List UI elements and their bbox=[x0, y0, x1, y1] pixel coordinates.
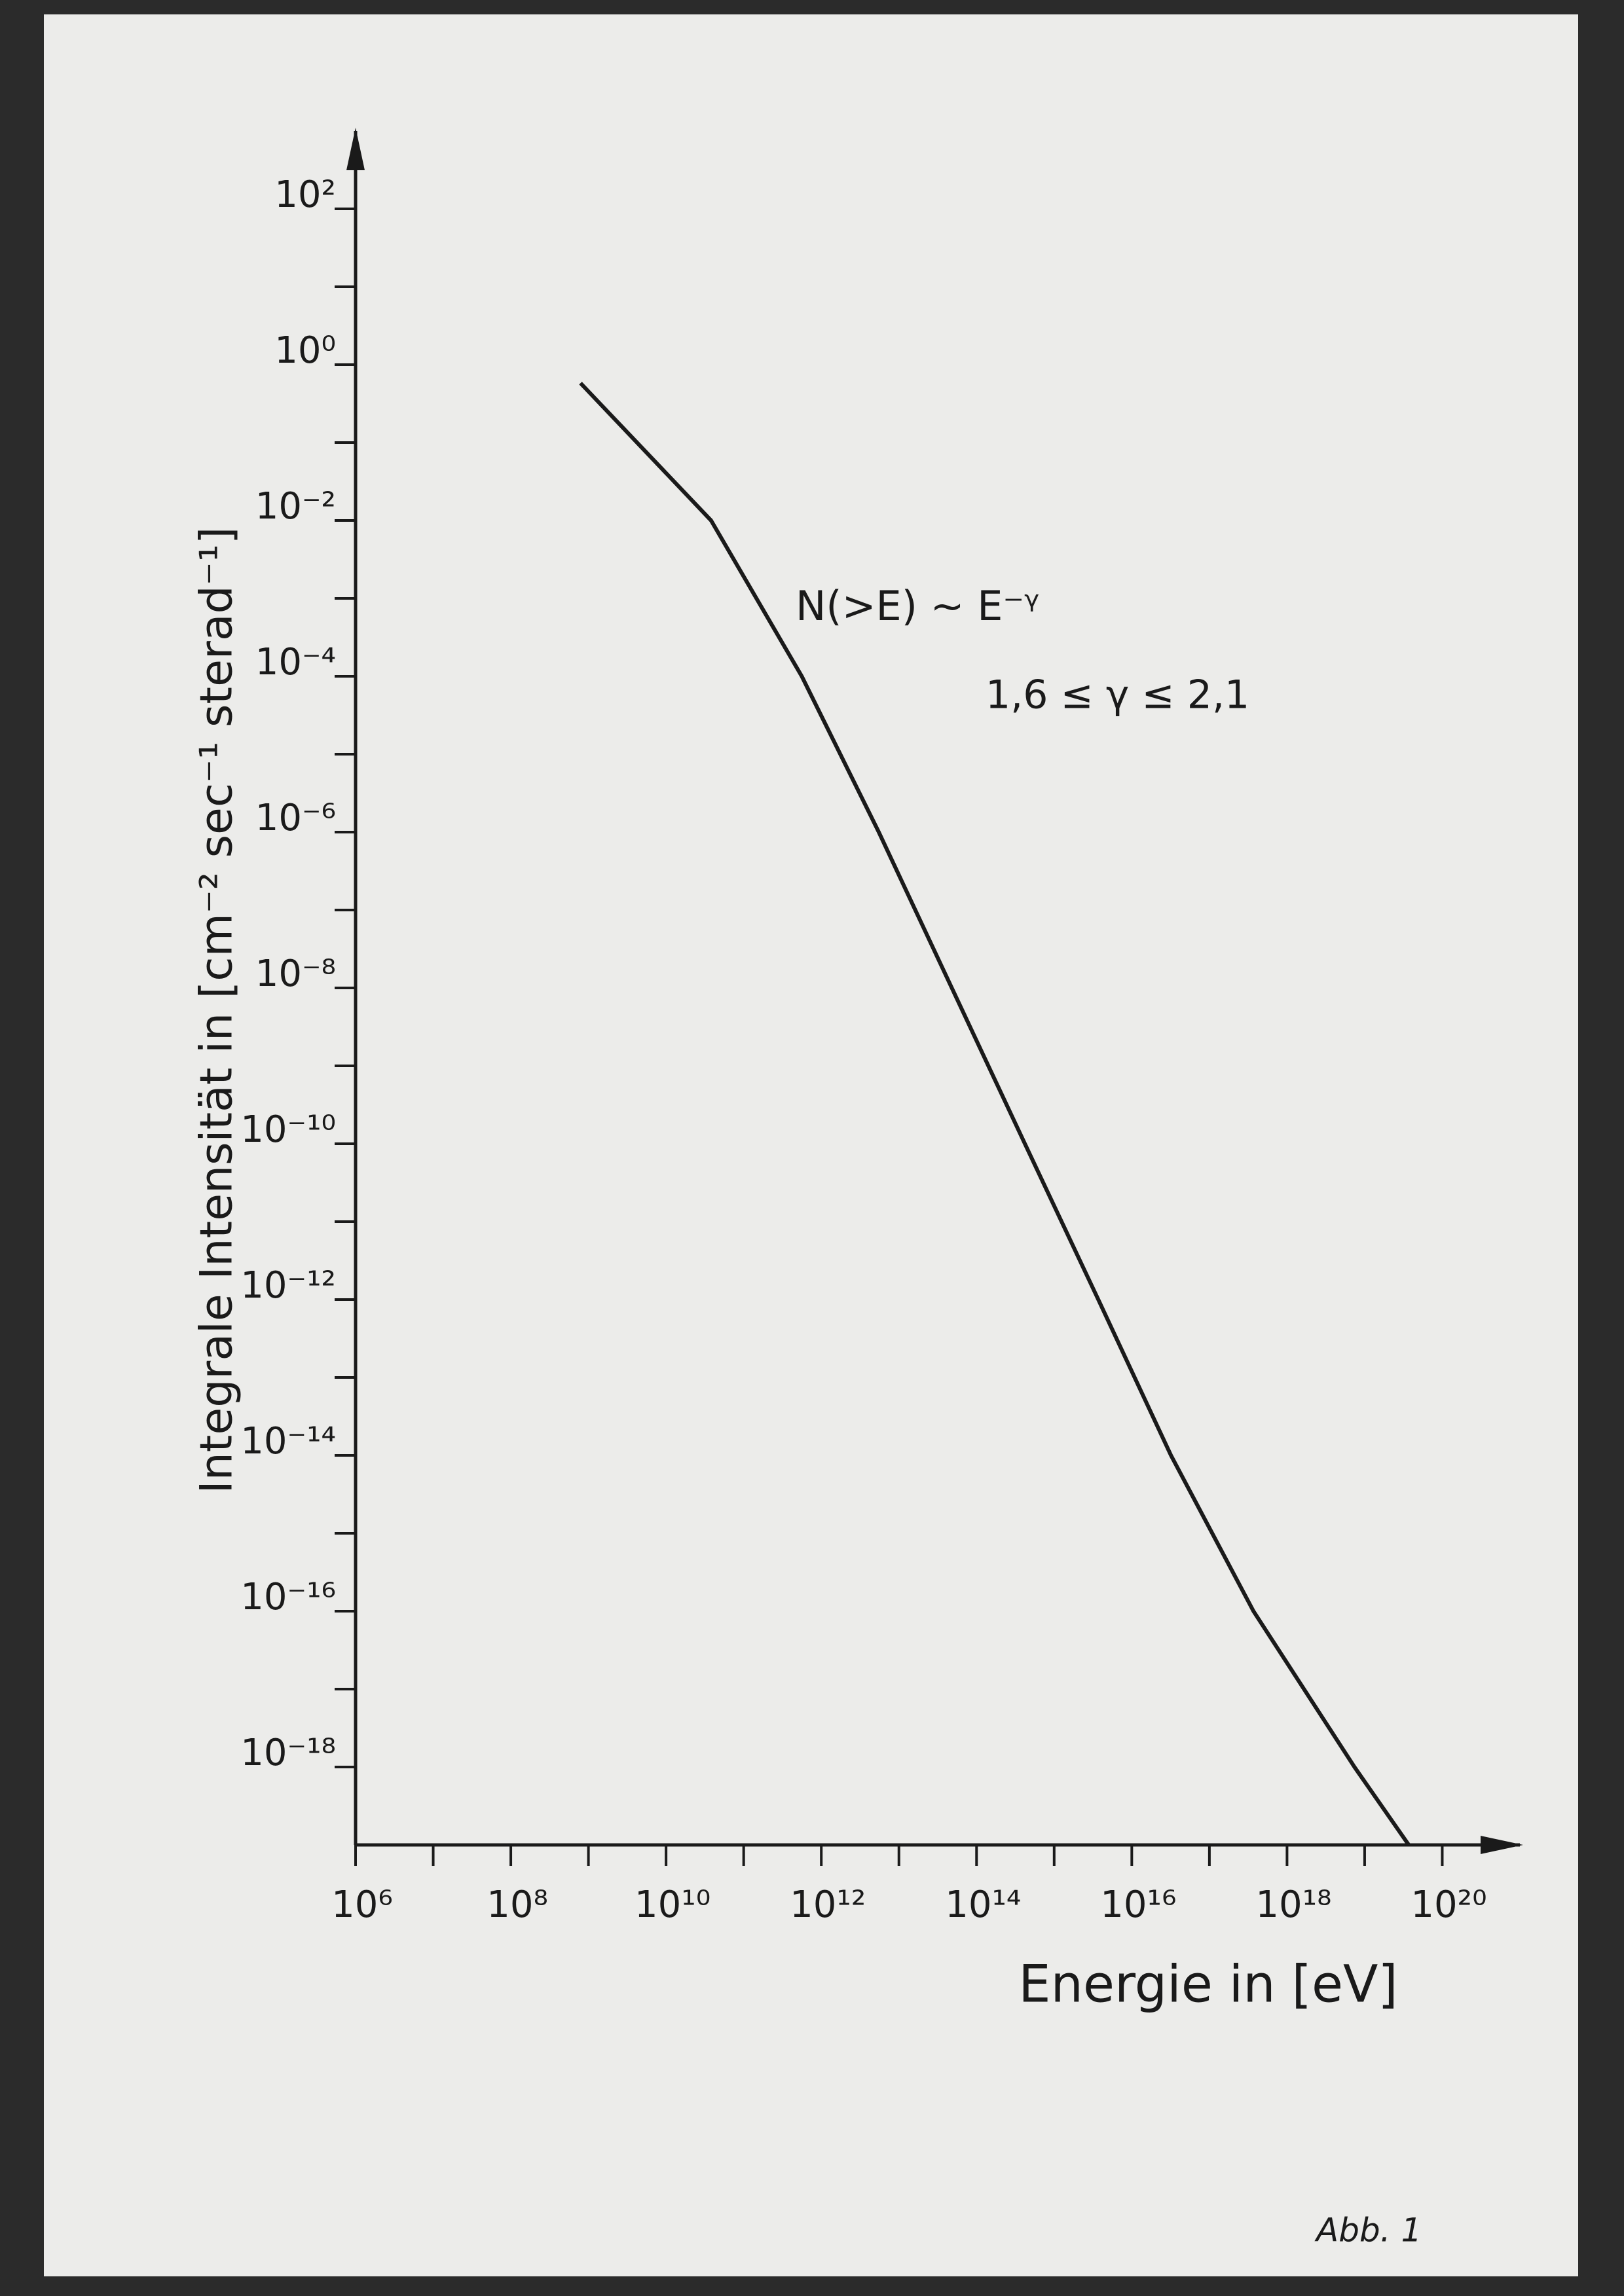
x-tick-label: 10¹⁸ bbox=[1255, 1884, 1331, 1926]
y-tick-label: 10² bbox=[274, 173, 336, 216]
footer: Abb. 1 bbox=[1314, 2212, 1422, 2250]
y-tick-label: 10⁻⁸ bbox=[255, 953, 336, 995]
annotation: N(>E) ~ E⁻ᵞ bbox=[796, 582, 1039, 630]
y-tick-label: 10⁻⁶ bbox=[255, 797, 336, 839]
x-tick-label: 10¹⁶ bbox=[1100, 1884, 1176, 1926]
y-tick-label: 10⁻¹⁶ bbox=[240, 1576, 336, 1618]
x-tick-label: 10¹² bbox=[790, 1884, 866, 1926]
y-tick-label: 10⁻⁴ bbox=[255, 641, 336, 683]
paper bbox=[44, 14, 1578, 2276]
y-tick-label: 10⁻² bbox=[255, 485, 336, 528]
curve bbox=[579, 382, 1411, 1846]
x-tick-label: 10⁸ bbox=[487, 1884, 548, 1926]
x-tick-label: 10¹⁴ bbox=[945, 1884, 1021, 1926]
y-tick-label: 10⁻¹² bbox=[240, 1264, 336, 1307]
y-axis-label: Integrale Intensität in [cm⁻² sec⁻¹ ster… bbox=[191, 527, 243, 1494]
y-tick-label: 10⁰ bbox=[274, 329, 336, 372]
x-tick-label: 10⁶ bbox=[331, 1884, 393, 1926]
y-tick-label: 10⁻¹⁸ bbox=[240, 1732, 336, 1774]
y-tick-label: 10⁻¹⁴ bbox=[240, 1420, 336, 1463]
y-axis-arrow bbox=[346, 128, 365, 170]
annotation: 1,6 ≤ γ ≤ 2,1 bbox=[986, 672, 1249, 718]
x-tick-label: 10²⁰ bbox=[1411, 1884, 1486, 1926]
y-tick-label: 10⁻¹⁰ bbox=[240, 1108, 336, 1151]
x-tick-label: 10¹⁰ bbox=[635, 1884, 710, 1926]
x-axis-label: Energie in [eV] bbox=[1018, 1955, 1397, 2014]
x-axis-arrow bbox=[1481, 1836, 1523, 1854]
